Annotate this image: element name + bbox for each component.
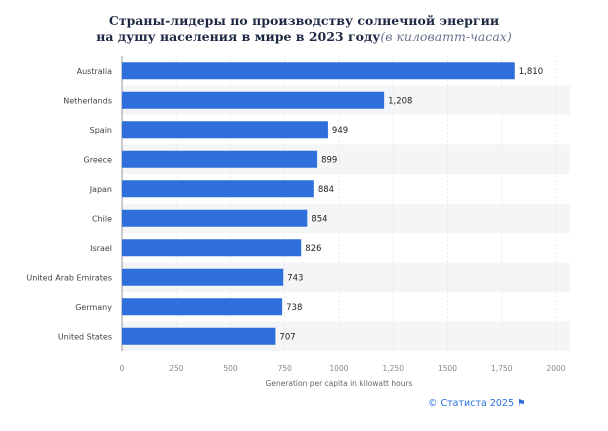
x-tick-label: 1,250 bbox=[383, 364, 405, 373]
bar-value-label: 854 bbox=[311, 214, 327, 224]
bar bbox=[122, 209, 308, 227]
bar bbox=[122, 180, 314, 198]
title-suffix: (в киловатт-часах) bbox=[380, 29, 512, 44]
y-category-label: United States bbox=[58, 332, 112, 341]
y-category-label: Greece bbox=[84, 155, 113, 164]
x-tick-label: 1,750 bbox=[491, 364, 513, 373]
y-category-label: Israel bbox=[90, 244, 112, 253]
y-category-label: Chile bbox=[92, 214, 112, 223]
bar-value-label: 743 bbox=[287, 273, 303, 283]
x-tick-label: 0 bbox=[120, 364, 125, 373]
bar bbox=[122, 91, 385, 109]
chart-title: Страны-лидеры по производству солнечной … bbox=[0, 13, 608, 45]
x-tick-label: 750 bbox=[278, 364, 293, 373]
bar bbox=[122, 150, 318, 168]
x-tick-label: 500 bbox=[223, 364, 238, 373]
bar bbox=[122, 298, 283, 316]
bar-value-label: 1,810 bbox=[519, 67, 543, 77]
bar-value-label: 899 bbox=[321, 155, 337, 165]
y-category-label: Netherlands bbox=[63, 96, 112, 105]
y-category-label: Australia bbox=[77, 67, 112, 76]
title-line-2: на душу населения в мире в 2023 году bbox=[96, 29, 381, 44]
bar-value-label: 884 bbox=[318, 185, 334, 195]
title-line-1: Страны-лидеры по производству солнечной … bbox=[108, 13, 500, 28]
bar-value-label: 949 bbox=[332, 126, 348, 136]
x-tick-label: 250 bbox=[169, 364, 184, 373]
y-category-label: Japan bbox=[89, 185, 112, 194]
x-tick-label: 1500 bbox=[438, 364, 457, 373]
x-tick-label: 2000 bbox=[546, 364, 565, 373]
bar-value-label: 707 bbox=[279, 332, 295, 342]
bar bbox=[122, 268, 284, 286]
x-axis-title: Generation per capita in kilowatt hours bbox=[266, 379, 413, 388]
bar-value-label: 738 bbox=[286, 303, 302, 313]
bar bbox=[122, 121, 328, 139]
y-category-label: Germany bbox=[75, 303, 112, 312]
bar bbox=[122, 62, 515, 80]
x-tick-label: 1000 bbox=[329, 364, 348, 373]
bar bbox=[122, 239, 302, 257]
y-category-label: Spain bbox=[90, 126, 112, 135]
bar-value-label: 1,208 bbox=[388, 96, 412, 106]
y-category-label: United Arab Emirates bbox=[26, 273, 112, 282]
bar-value-label: 826 bbox=[305, 244, 321, 254]
bar bbox=[122, 327, 276, 345]
statista-credit-link[interactable]: © Статиста 2025 ⚑ bbox=[428, 398, 526, 409]
